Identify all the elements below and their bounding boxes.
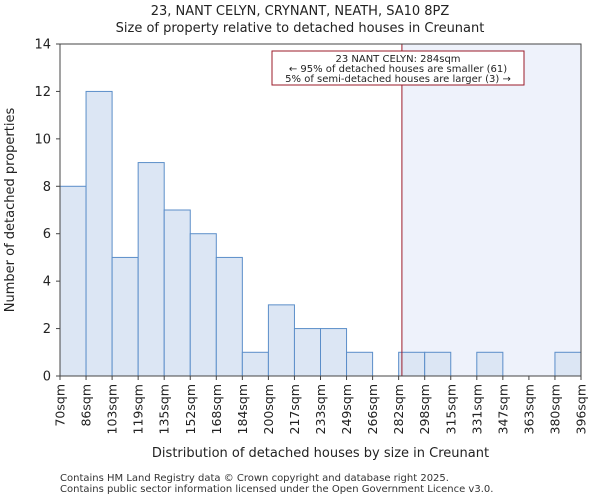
histogram-bar <box>320 328 348 377</box>
annotation-line-3: 5% of semi-detached houses are larger (3… <box>285 74 511 85</box>
histogram-bar <box>554 351 582 377</box>
x-tick-label: 86sqm <box>79 384 94 427</box>
annotation-box <box>271 50 525 86</box>
x-tick-label: 396sqm <box>574 384 589 434</box>
x-tick-label: 380sqm <box>547 384 562 434</box>
x-tick-label: 70sqm <box>53 384 68 427</box>
histogram-bar <box>346 351 374 377</box>
y-tick-label: 0 <box>43 370 51 385</box>
y-tick-label: 2 <box>43 322 51 337</box>
x-tick-label: 363sqm <box>521 384 536 434</box>
x-tick-label: 200sqm <box>261 384 276 434</box>
y-axis-label: Number of detached properties <box>3 108 18 313</box>
footer-licence: Contains public sector information licen… <box>60 484 494 495</box>
histogram-bar <box>189 233 217 377</box>
annotation-line-1: 23 NANT CELYN: 284sqm <box>335 54 460 65</box>
histogram-bar <box>215 256 243 377</box>
y-tick-label: 4 <box>43 275 51 290</box>
chart-subtitle: Size of property relative to detached ho… <box>115 21 485 36</box>
histogram-bar <box>267 304 295 377</box>
histogram-bar <box>163 209 191 377</box>
histogram-bar <box>137 162 165 377</box>
x-tick-label: 282sqm <box>391 384 406 434</box>
histogram-bar <box>111 256 139 377</box>
footer-copyright: Contains HM Land Registry data © Crown c… <box>60 473 449 484</box>
x-tick-label: 119sqm <box>131 384 146 434</box>
histogram-bar <box>241 351 269 377</box>
x-tick-label: 103sqm <box>105 384 120 434</box>
histogram-bar <box>398 351 426 377</box>
histogram-bar <box>59 185 87 377</box>
x-tick-label: 298sqm <box>417 384 432 434</box>
histogram-bar <box>85 90 113 377</box>
histogram-bar <box>476 351 504 377</box>
y-tick-label: 12 <box>34 85 51 100</box>
x-axis-label: Distribution of detached houses by size … <box>152 446 489 461</box>
histogram-bar <box>293 328 322 377</box>
annotation-line-2: ← 95% of detached houses are smaller (61… <box>289 64 507 75</box>
x-tick-label: 152sqm <box>183 384 198 434</box>
y-tick-label: 6 <box>43 227 51 242</box>
x-tick-label: 135sqm <box>157 384 172 434</box>
chart-title: 23, NANT CELYN, CRYNANT, NEATH, SA10 8PZ <box>150 4 450 19</box>
highlight-region <box>401 44 581 376</box>
x-tick-label: 233sqm <box>313 384 328 434</box>
y-tick-label: 14 <box>34 38 51 53</box>
x-tick-label: 184sqm <box>235 384 250 434</box>
histogram-bar <box>424 351 452 377</box>
x-tick-label: 168sqm <box>209 384 224 434</box>
x-tick-label: 315sqm <box>443 384 458 434</box>
y-tick-label: 10 <box>34 132 51 147</box>
x-tick-label: 217sqm <box>287 384 302 434</box>
x-tick-label: 249sqm <box>339 384 354 434</box>
x-tick-label: 266sqm <box>365 384 380 434</box>
y-tick-label: 8 <box>43 180 51 195</box>
x-tick-label: 331sqm <box>469 384 484 434</box>
x-tick-label: 347sqm <box>495 384 510 434</box>
